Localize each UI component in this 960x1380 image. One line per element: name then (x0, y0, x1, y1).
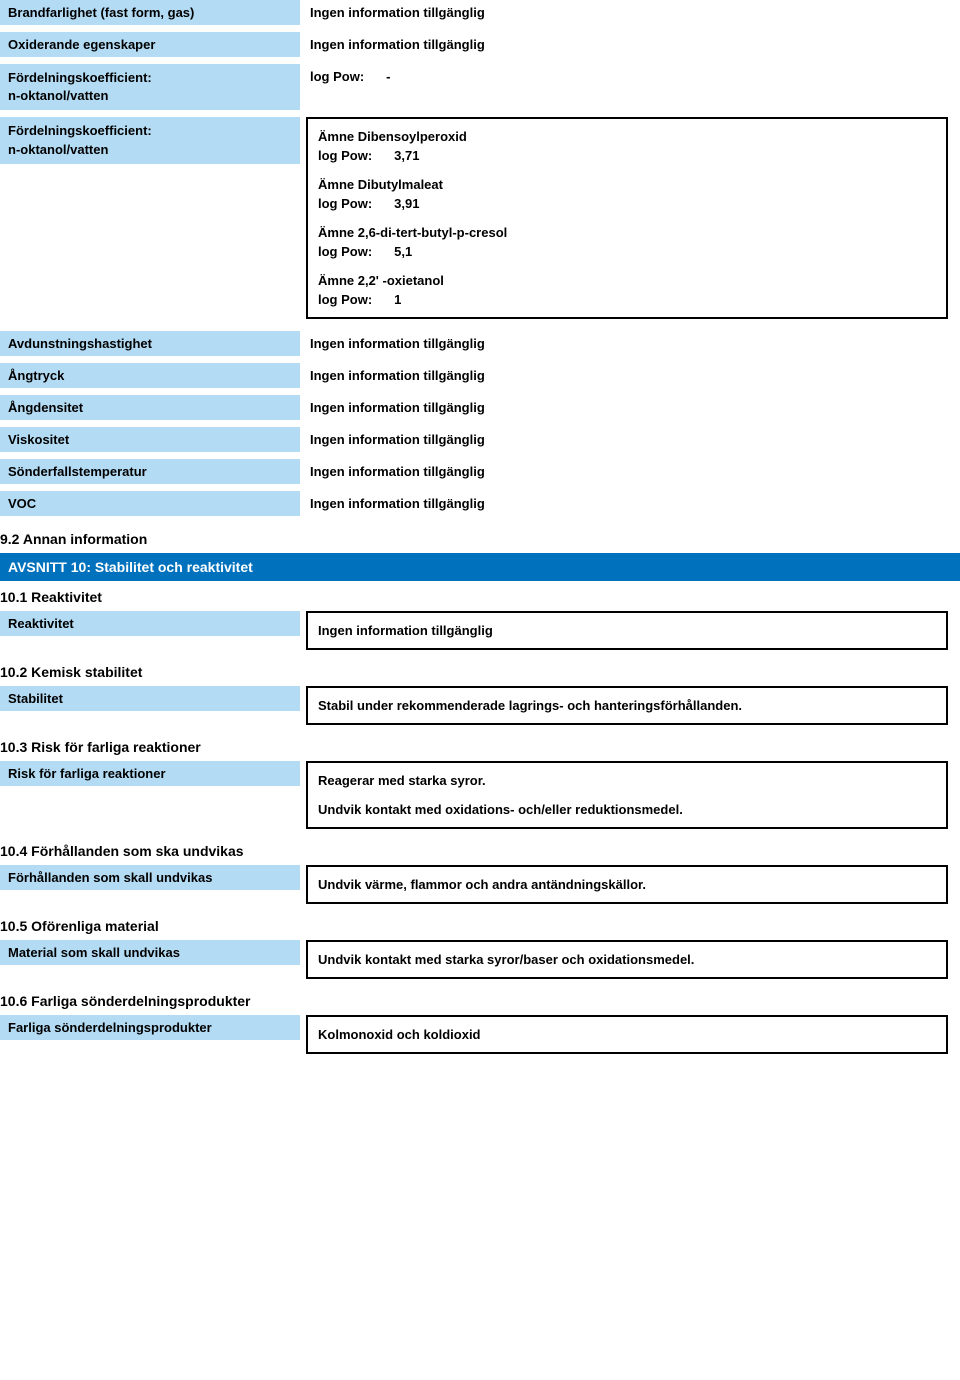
logpow-label: log Pow: (318, 148, 372, 163)
prop-row-haz-reactions: Risk för farliga reaktioner Reagerar med… (0, 761, 960, 829)
value-line: Reagerar med starka syror. (318, 773, 936, 788)
substance-block: Ämne Dibutylmaleat log Pow: 3,91 (318, 177, 936, 211)
prop-label: Ångdensitet (0, 395, 300, 421)
section-bar-10: AVSNITT 10: Stabilitet och reaktivitet (0, 553, 960, 581)
logpow-value: - (386, 69, 390, 84)
boxed-value: Undvik kontakt med starka syror/baser oc… (306, 940, 948, 979)
prop-label: Material som skall undvikas (0, 940, 300, 966)
substance-block: Ämne 2,2' -oxietanol log Pow: 1 (318, 273, 936, 307)
value-line: Undvik kontakt med oxidations- och/eller… (318, 802, 936, 817)
prop-row-flammability: Brandfarlighet (fast form, gas) Ingen in… (0, 0, 960, 26)
prop-row-vapour-pressure: Ångtryck Ingen information tillgänglig (0, 363, 960, 389)
prop-row-voc: VOC Ingen information tillgänglig (0, 491, 960, 517)
prop-label: VOC (0, 491, 300, 517)
prop-row-conditions-avoid: Förhållanden som skall undvikas Undvik v… (0, 865, 960, 904)
logpow-value: 1 (394, 292, 401, 307)
substances-box: Ämne Dibensoylperoxid log Pow: 3,71 Ämne… (306, 117, 948, 319)
prop-label: Fördelningskoefficient: n-oktanol/vatten (0, 64, 300, 111)
logpow-label: log Pow: (310, 69, 364, 84)
prop-label: Fördelningskoefficient: n-oktanol/vatten (0, 117, 300, 164)
substance-name: Ämne 2,6-di-tert-butyl-p-cresol (318, 225, 936, 240)
prop-value: log Pow: - (300, 64, 960, 89)
prop-value: Ingen information tillgänglig (300, 0, 960, 25)
logpow-value: 5,1 (394, 244, 412, 259)
prop-row-reactivity: Reaktivitet Ingen information tillgängli… (0, 611, 960, 650)
prop-label: Reaktivitet (0, 611, 300, 637)
prop-label: Avdunstningshastighet (0, 331, 300, 357)
prop-row-decomp-temp: Sönderfallstemperatur Ingen information … (0, 459, 960, 485)
prop-label: Viskositet (0, 427, 300, 453)
prop-row-incompatible-materials: Material som skall undvikas Undvik konta… (0, 940, 960, 979)
substance-name: Ämne Dibutylmaleat (318, 177, 936, 192)
boxed-value: Stabil under rekommenderade lagrings- oc… (306, 686, 948, 725)
prop-row-evaporation: Avdunstningshastighet Ingen information … (0, 331, 960, 357)
prop-row-decomp-products: Farliga sönderdelningsprodukter Kolmonox… (0, 1015, 960, 1054)
prop-label: Ångtryck (0, 363, 300, 389)
prop-label: Risk för farliga reaktioner (0, 761, 300, 787)
substance-name: Ämne 2,2' -oxietanol (318, 273, 936, 288)
heading-10-2: 10.2 Kemisk stabilitet (0, 656, 960, 686)
prop-label: Sönderfallstemperatur (0, 459, 300, 485)
boxed-value: Ingen information tillgänglig (306, 611, 948, 650)
heading-10-5: 10.5 Oförenliga material (0, 910, 960, 940)
heading-9-2: 9.2 Annan information (0, 523, 960, 553)
prop-value: Ingen information tillgänglig (300, 363, 960, 388)
prop-row-viscosity: Viskositet Ingen information tillgänglig (0, 427, 960, 453)
prop-value: Ingen information tillgänglig (300, 491, 960, 516)
logpow-label: log Pow: (318, 196, 372, 211)
logpow-value: 3,71 (394, 148, 419, 163)
prop-row-stability: Stabilitet Stabil under rekommenderade l… (0, 686, 960, 725)
heading-10-1: 10.1 Reaktivitet (0, 581, 960, 611)
prop-row-partition-substances: Fördelningskoefficient: n-oktanol/vatten… (0, 117, 960, 319)
logpow-label: log Pow: (318, 244, 372, 259)
prop-value: Ingen information tillgänglig (300, 427, 960, 452)
substance-name: Ämne Dibensoylperoxid (318, 129, 936, 144)
prop-label: Stabilitet (0, 686, 300, 712)
prop-label: Förhållanden som skall undvikas (0, 865, 300, 891)
heading-10-6: 10.6 Farliga sönderdelningsprodukter (0, 985, 960, 1015)
prop-label: Farliga sönderdelningsprodukter (0, 1015, 300, 1041)
substance-block: Ämne Dibensoylperoxid log Pow: 3,71 (318, 129, 936, 163)
substance-block: Ämne 2,6-di-tert-butyl-p-cresol log Pow:… (318, 225, 936, 259)
prop-value: Ingen information tillgänglig (300, 331, 960, 356)
prop-row-oxidising: Oxiderande egenskaper Ingen information … (0, 32, 960, 58)
prop-value: Ingen information tillgänglig (300, 459, 960, 484)
boxed-value: Kolmonoxid och koldioxid (306, 1015, 948, 1054)
logpow-label: log Pow: (318, 292, 372, 307)
prop-value: Ingen information tillgänglig (300, 395, 960, 420)
heading-10-4: 10.4 Förhållanden som ska undvikas (0, 835, 960, 865)
prop-label: Oxiderande egenskaper (0, 32, 300, 58)
prop-row-partition: Fördelningskoefficient: n-oktanol/vatten… (0, 64, 960, 111)
prop-row-vapour-density: Ångdensitet Ingen information tillgängli… (0, 395, 960, 421)
logpow-value: 3,91 (394, 196, 419, 211)
prop-label: Brandfarlighet (fast form, gas) (0, 0, 300, 26)
prop-value: Ingen information tillgänglig (300, 32, 960, 57)
heading-10-3: 10.3 Risk för farliga reaktioner (0, 731, 960, 761)
boxed-value: Reagerar med starka syror. Undvik kontak… (306, 761, 948, 829)
boxed-value: Undvik värme, flammor och andra antändni… (306, 865, 948, 904)
